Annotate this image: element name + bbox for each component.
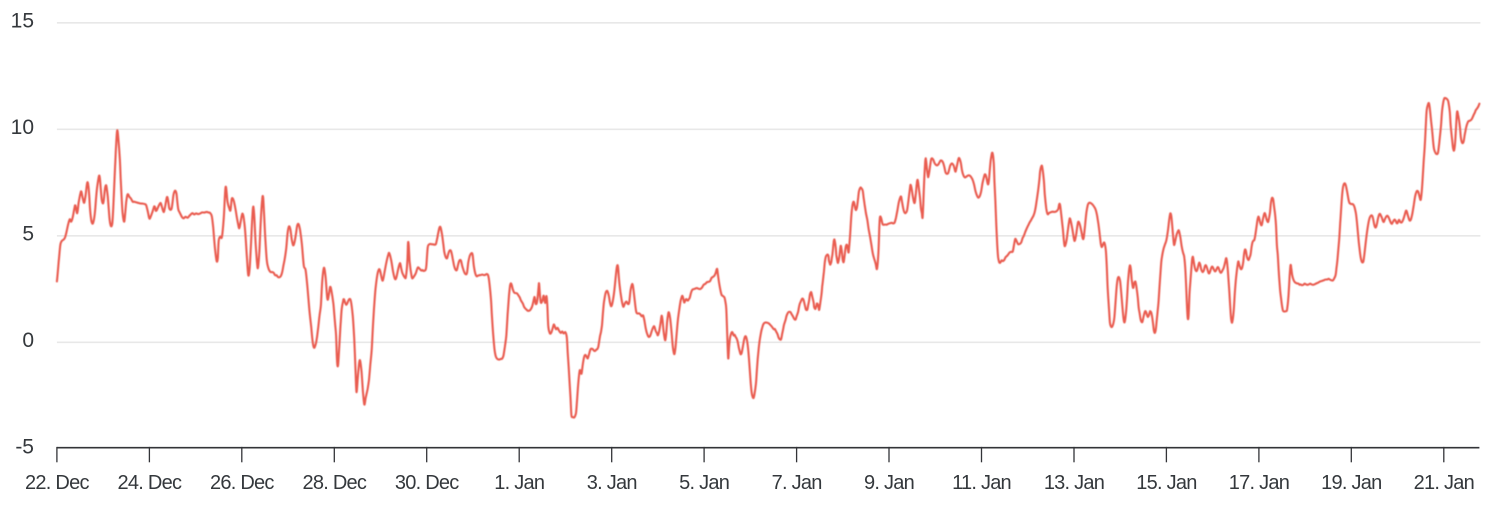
svg-text:24. Dec: 24. Dec — [118, 472, 182, 494]
svg-text:13. Jan: 13. Jan — [1044, 472, 1104, 494]
svg-text:21. Jan: 21. Jan — [1414, 472, 1474, 494]
svg-text:0: 0 — [22, 329, 34, 352]
svg-text:5: 5 — [22, 223, 34, 246]
svg-text:28. Dec: 28. Dec — [302, 472, 366, 494]
svg-text:19. Jan: 19. Jan — [1321, 472, 1381, 494]
svg-text:17. Jan: 17. Jan — [1229, 472, 1289, 494]
svg-text:11. Jan: 11. Jan — [952, 472, 1011, 494]
svg-text:30. Dec: 30. Dec — [395, 472, 459, 494]
svg-text:15: 15 — [11, 10, 34, 33]
svg-text:9. Jan: 9. Jan — [864, 472, 914, 494]
svg-text:10: 10 — [11, 116, 34, 139]
svg-text:3. Jan: 3. Jan — [587, 472, 637, 494]
svg-text:5. Jan: 5. Jan — [679, 472, 729, 494]
svg-text:22. Dec: 22. Dec — [25, 472, 89, 494]
svg-text:26. Dec: 26. Dec — [210, 472, 274, 494]
svg-text:1. Jan: 1. Jan — [494, 472, 544, 494]
svg-text:-5: -5 — [15, 436, 34, 459]
svg-text:15. Jan: 15. Jan — [1136, 472, 1196, 494]
svg-text:7. Jan: 7. Jan — [772, 472, 822, 494]
